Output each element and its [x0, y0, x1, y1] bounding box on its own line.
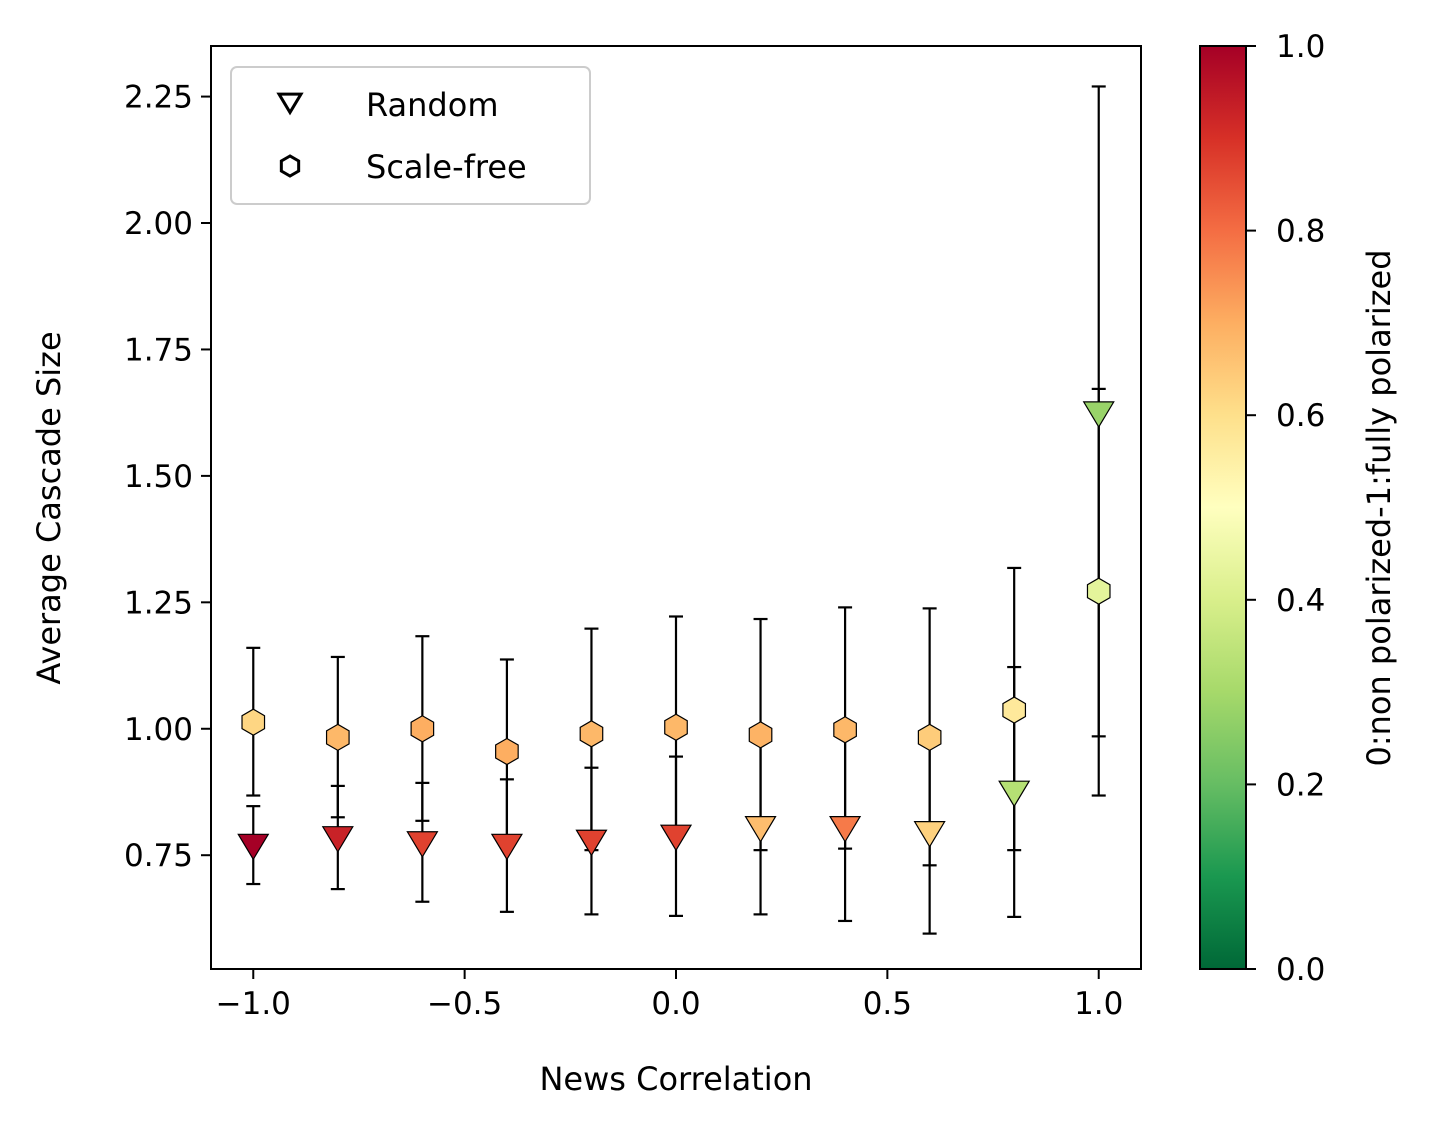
legend-box [230, 66, 591, 205]
data-point-random [913, 821, 946, 848]
x-tick-label: −0.5 [427, 986, 502, 1022]
y-tick-label: 1.50 [124, 459, 193, 495]
plot-area [237, 85, 1115, 935]
legend-label-random: Random [366, 86, 498, 124]
y-tick-label: 2.25 [124, 80, 193, 116]
colorbar-tick-label: 0.8 [1276, 214, 1325, 250]
data-point-random [575, 829, 608, 857]
data-point-scale-free [579, 720, 604, 748]
x-tick-label: −1.0 [216, 986, 291, 1022]
data-point-random [490, 833, 523, 861]
data-point-random [829, 815, 862, 843]
data-point-scale-free [917, 723, 942, 752]
data-point-scale-free [241, 708, 266, 736]
data-point-random [998, 780, 1031, 808]
x-tick-label: 0.5 [863, 986, 912, 1022]
y-tick-label: 1.00 [124, 712, 193, 748]
data-point-random [744, 815, 777, 843]
data-point-scale-free [410, 715, 435, 743]
y-tick-label: 2.00 [124, 206, 193, 242]
y-axis-label: Average Cascade Size [30, 331, 68, 684]
data-point-scale-free [748, 721, 773, 749]
colorbar-gradient [1199, 45, 1247, 970]
data-point-scale-free [1002, 696, 1027, 724]
legend-marker-scale-free [279, 154, 301, 178]
data-point-scale-free [833, 716, 857, 744]
data-point-random [406, 831, 439, 858]
data-point-random [237, 833, 270, 861]
colorbar-tick-label: 0.4 [1276, 583, 1325, 619]
legend: Random Scale-free [230, 66, 591, 205]
colorbar-tick-label: 0.0 [1276, 952, 1325, 988]
data-point-scale-free [664, 713, 688, 741]
data-point-random [1082, 401, 1115, 429]
colorbar-label: 0:non polarized-1:fully polarized [1360, 249, 1398, 766]
data-point-random [321, 826, 354, 853]
data-point-scale-free [495, 737, 519, 766]
legend-marker-random [276, 92, 304, 116]
data-point-random [659, 824, 693, 852]
colorbar-tick-label: 1.0 [1276, 29, 1325, 65]
data-point-scale-free [325, 723, 350, 752]
x-axis-label: News Correlation [539, 1060, 812, 1098]
y-tick-label: 1.75 [124, 332, 193, 368]
colorbar: 0.0 0.2 0.4 0.6 0.8 1.0 [1199, 29, 1325, 988]
y-tick-label: 0.75 [124, 838, 193, 874]
x-tick-label: 1.0 [1074, 986, 1123, 1022]
legend-label-scale-free: Scale-free [366, 148, 527, 186]
axes: −1.0 −0.5 0.0 0.5 1.0 0.75 1.00 1.25 1.50 1.75 2.0… [124, 45, 1142, 1022]
colorbar-tick-label: 0.2 [1276, 767, 1325, 803]
colorbar-tick-label: 0.6 [1276, 398, 1325, 434]
y-tick-label: 1.25 [124, 585, 193, 621]
x-tick-label: 0.0 [651, 986, 700, 1022]
data-point-scale-free [1086, 577, 1111, 605]
